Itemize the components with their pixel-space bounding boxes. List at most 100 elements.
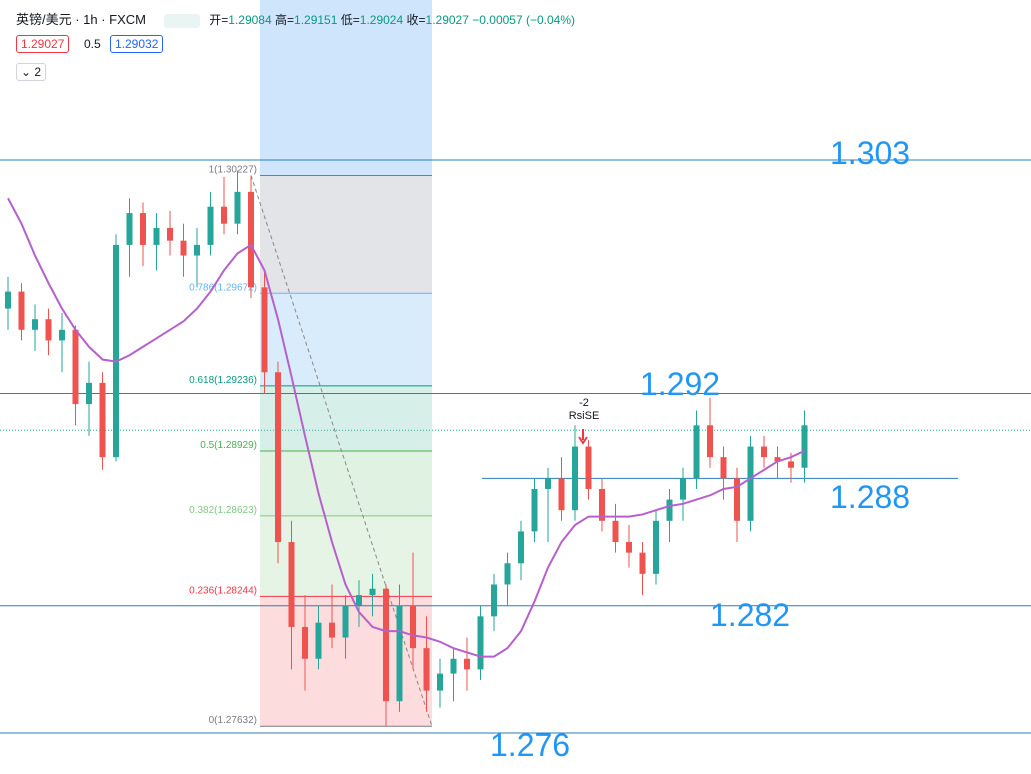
candle-body: [558, 478, 565, 511]
candle-body: [464, 658, 470, 670]
ohlc: 开=1.29084 高=1.29151 低=1.29024 收=1.29027 …: [209, 13, 575, 27]
candle-body: [167, 227, 173, 241]
candle-body: [612, 520, 619, 543]
candle-body: [302, 626, 308, 659]
fib-label: 1(1.30227): [209, 165, 257, 176]
level-label: 1.288: [830, 479, 910, 515]
candle-body: [383, 588, 389, 702]
candle-body: [248, 191, 254, 288]
candle-body: [734, 478, 740, 521]
candle-body: [153, 227, 160, 245]
candle-body: [329, 622, 335, 638]
candle-body: [693, 425, 700, 479]
candle-body: [410, 605, 416, 649]
candle-body: [491, 584, 497, 617]
fib-zone: [260, 450, 432, 516]
change: −0.00057 (−0.04%): [472, 13, 576, 27]
candle-body: [680, 478, 686, 500]
candle-body: [59, 329, 65, 341]
bid[interactable]: 1.29027: [16, 35, 70, 53]
open-label: 开=: [209, 13, 229, 27]
candle-body: [653, 520, 659, 574]
indicators-toggle[interactable]: ⌄ 2: [16, 63, 47, 81]
ask[interactable]: 1.29032: [110, 35, 164, 53]
fib-label: 0.382(1.28623): [189, 505, 257, 516]
candle-body: [221, 206, 227, 224]
candle-body: [140, 213, 146, 245]
candle-body: [32, 319, 38, 330]
candle-body: [504, 563, 511, 585]
candle-body: [275, 372, 281, 543]
fib-zone: [260, 385, 432, 451]
fib-label: 0.618(1.29236): [189, 375, 257, 386]
candle-body: [261, 287, 268, 373]
candle-body: [774, 457, 781, 462]
candle-body: [747, 446, 754, 521]
candle-body: [369, 588, 376, 596]
candle-body: [437, 673, 443, 691]
indicators-count: 2: [34, 65, 42, 79]
close-label: 收=: [406, 13, 426, 27]
candle-body: [18, 291, 25, 330]
candle-body: [72, 329, 79, 405]
candle-body: [207, 206, 214, 245]
fib-label: 0.5(1.28929): [200, 440, 257, 451]
candle-body: [518, 531, 524, 564]
candle-body: [194, 244, 200, 256]
candle-body: [531, 488, 538, 532]
candle-body: [788, 461, 794, 468]
fib-label: 0(1.27632): [209, 715, 257, 726]
high: 1.29151: [294, 13, 338, 27]
candle-body: [234, 191, 241, 224]
signal-count: -2: [579, 397, 589, 409]
close: 1.29027: [425, 13, 469, 27]
symbol[interactable]: 英镑/美元 · 1h · FXCM: [16, 12, 147, 27]
candle-body: [315, 622, 322, 659]
candle-body: [45, 319, 52, 341]
fib-band: [260, 0, 432, 176]
fib-zone: [260, 293, 432, 386]
candle-body: [666, 499, 673, 521]
level-label: 1.292: [640, 366, 720, 402]
candle-body: [599, 488, 605, 521]
level-label: 1.276: [490, 727, 570, 763]
candle-body: [585, 446, 592, 489]
candle-body: [288, 542, 295, 627]
header: 英镑/美元 · 1h · FXCM 开=1.29084 高=1.29151 低=…: [16, 9, 575, 28]
candle-body: [423, 648, 430, 691]
fib-label: 0.236(1.28244): [189, 585, 257, 596]
candle-body: [477, 616, 484, 670]
candle-body: [707, 425, 713, 458]
spread: 0.5: [84, 37, 101, 51]
candle-body: [5, 291, 11, 309]
candle-body: [86, 382, 92, 405]
signal-arrow: [578, 429, 588, 445]
level-label: 1.282: [710, 597, 790, 633]
level-label: 1.303: [830, 135, 910, 171]
fib-label: 0.786(1.29672): [189, 282, 257, 293]
candle-body: [396, 605, 403, 702]
candle-body: [180, 240, 187, 256]
candle-body: [99, 382, 106, 458]
high-label: 高=: [275, 13, 295, 27]
low-label: 低=: [340, 13, 360, 27]
candle-body: [761, 446, 767, 458]
moving-average: [7, 197, 805, 658]
open: 1.29084: [228, 13, 272, 27]
candle-body: [545, 478, 551, 489]
candle-body: [113, 244, 119, 458]
candle-body: [126, 213, 133, 245]
status-icons: [163, 13, 200, 28]
candle-body: [801, 425, 808, 468]
signal-label: RsiSE: [569, 410, 600, 422]
candle-body: [720, 457, 727, 479]
candle-body: [639, 552, 646, 574]
fib-zone: [260, 175, 432, 294]
candle-body: [626, 542, 632, 553]
candle-body: [342, 605, 349, 638]
candle-body: [572, 446, 578, 511]
low: 1.29024: [359, 13, 404, 27]
candle-body: [356, 595, 362, 606]
